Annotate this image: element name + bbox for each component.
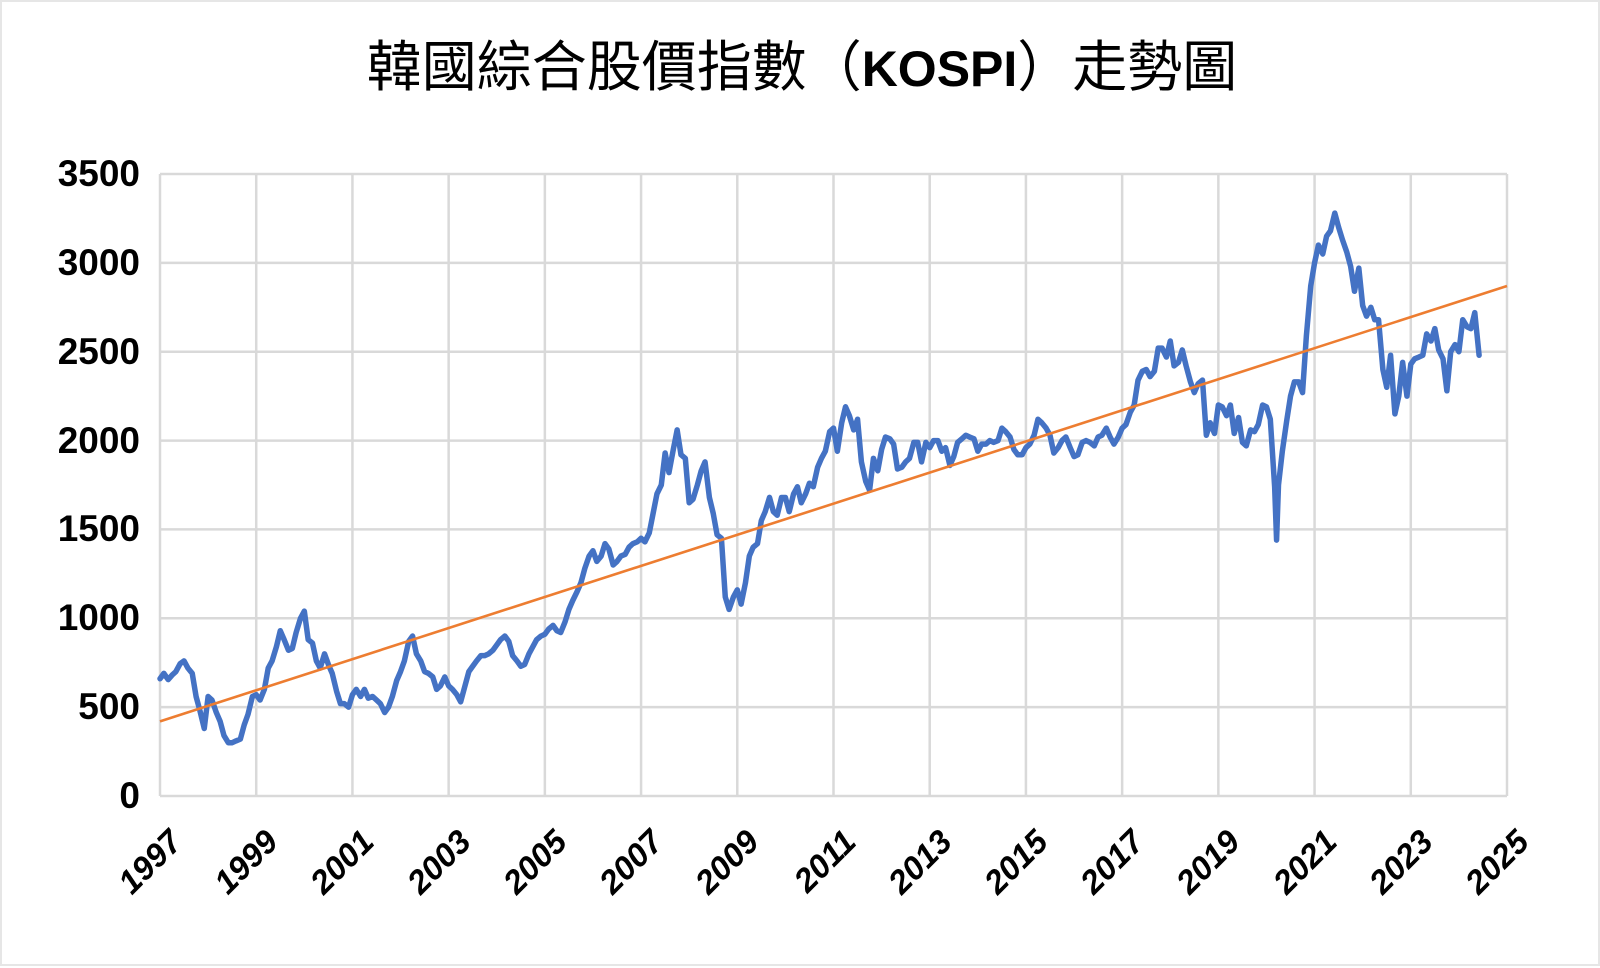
y-axis-tick-label: 1500 [57, 508, 140, 550]
kospi-series-line [157, 210, 1482, 746]
y-axis-tick-label: 1000 [57, 597, 140, 639]
y-axis-tick-label: 3000 [57, 241, 140, 283]
y-axis-tick-label: 500 [78, 686, 140, 728]
chart-title-suffix: ）走勢圖 [1017, 37, 1238, 98]
chart-title: 韓國綜合股價指數（KOSPI）走勢圖 [2, 36, 1600, 101]
chart-title-latin: KOSPI [861, 41, 1018, 97]
chart-title-prefix: 韓國綜合股價指數（ [366, 37, 862, 98]
y-axis-tick-label: 2000 [57, 419, 140, 461]
y-axis-tick-label: 3500 [57, 153, 140, 194]
vertical-gridlines [158, 174, 1509, 796]
trendline [159, 284, 1508, 723]
y-axis-tick-label: 2500 [57, 330, 140, 372]
y-axis-tick-label: 0 [119, 775, 140, 816]
